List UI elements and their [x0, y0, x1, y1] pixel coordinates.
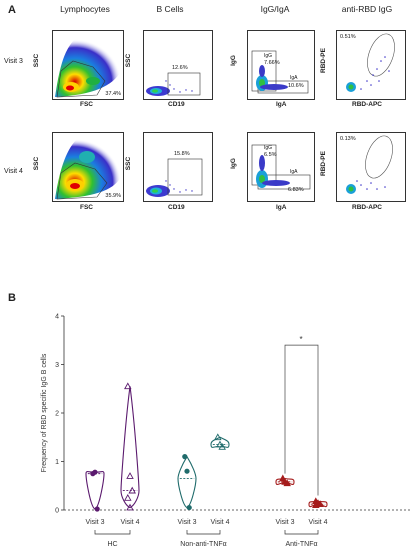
- axis-y-igg-r1: IgG: [229, 55, 237, 66]
- y-tick-label: 2: [55, 411, 59, 418]
- group-label: Anti-TNFα: [285, 541, 317, 548]
- axis-x-rbd-apc-r2: RBD-APC: [352, 204, 382, 211]
- igg-density-visit4: [251, 144, 311, 190]
- axis-x-iga-r2: IgA: [276, 204, 287, 211]
- significance-bracket: [284, 344, 319, 496]
- data-point: [126, 472, 134, 479]
- plot-igg-visit4: IgG 6.5% IgA 6.83%: [247, 132, 315, 202]
- igg-gate-label-r1: IgG: [264, 53, 273, 59]
- axis-y-igg-r2: IgG: [229, 158, 237, 169]
- data-point: [124, 382, 132, 390]
- data-point: [283, 479, 291, 487]
- violin-outline: [177, 455, 197, 509]
- axis-x-iga-r1: IgA: [276, 101, 287, 108]
- x-tick-label: Visit 4: [121, 519, 140, 526]
- axis-x-fsc-r2: FSC: [80, 204, 93, 211]
- plot-rbd-visit4: 0.13%: [336, 132, 406, 202]
- x-tick-label: Visit 3: [276, 519, 295, 526]
- violin-chart: 0 1 2 3 4 Frequency of RBD specific IgG B cel…: [41, 314, 410, 548]
- axis-y-ssc-bcell-r1: SSC: [125, 53, 133, 68]
- significance-label: *: [299, 335, 302, 344]
- y-axis-label: Frequency of RBD specific IgG B cells: [41, 353, 48, 472]
- data-point: [316, 500, 324, 508]
- data-point: [216, 440, 224, 448]
- data-point: [214, 433, 222, 441]
- lymph-density-visit3: [55, 36, 121, 98]
- iga-pct-visit4: 6.83%: [288, 187, 304, 193]
- plot-bcell-visit3: 12.6%: [143, 30, 213, 100]
- igg-pct-visit3: 7.66%: [264, 60, 280, 66]
- data-point: [126, 503, 134, 511]
- data-point: [218, 443, 226, 450]
- plot-bcell-visit4: 15.8%: [143, 132, 213, 202]
- data-point: [182, 454, 188, 460]
- plot-rbd-visit3: 0.51%: [336, 30, 406, 100]
- col-title-igg-iga: IgG/IgA: [260, 4, 290, 14]
- igg-density-visit3: [251, 50, 309, 94]
- lymph-pct-visit4: 35.9%: [105, 193, 121, 199]
- row-label-visit3: Visit 3: [4, 58, 23, 65]
- axis-y-ssc-lymph-r1: SSC: [33, 53, 41, 68]
- bcell-pct-visit4: 15.8%: [174, 151, 190, 157]
- data-point: [312, 501, 320, 509]
- axis-x-fsc-r1: FSC: [80, 101, 93, 108]
- axis-y-ssc-bcell-r2: SSC: [125, 156, 133, 171]
- axis-y-rbd-pe-r1: RBD-PE: [319, 48, 327, 73]
- iga-gate-label-r1: IgA: [290, 75, 298, 81]
- data-point: [92, 469, 98, 475]
- igg-gate-label-r2: IgG: [264, 145, 273, 151]
- y-tick-label: 1: [55, 459, 59, 466]
- panel-b-letter: B: [8, 292, 16, 304]
- plot-lymph-visit4: 35.9%: [52, 132, 124, 202]
- lymph-pct-visit3: 37.4%: [105, 91, 121, 97]
- data-point: [186, 504, 192, 511]
- group-bracket: [284, 530, 319, 535]
- data-point: [128, 486, 136, 494]
- col-title-bcells: B Cells: [156, 4, 184, 14]
- rbd-pct-visit3: 0.51%: [340, 34, 356, 40]
- x-tick-label: Visit 3: [178, 519, 197, 526]
- group-bracket: [186, 530, 221, 535]
- x-tick-label: Visit 4: [309, 519, 328, 526]
- axis-y-ssc-lymph-r2: SSC: [33, 156, 41, 171]
- violin-outline: [120, 386, 140, 509]
- iga-gate-label-r2: IgA: [290, 169, 298, 175]
- group-bracket: [94, 530, 131, 535]
- y-tick-label: 3: [55, 362, 59, 369]
- violin-outline: [85, 471, 105, 510]
- x-tick-label: Visit 4: [211, 519, 230, 526]
- rbd-pct-visit4: 0.13%: [340, 136, 356, 142]
- data-point: [94, 506, 100, 512]
- y-tick-label: 4: [55, 314, 59, 321]
- row-label-visit4: Visit 4: [4, 168, 23, 175]
- igg-pct-visit4: 6.5%: [264, 152, 277, 158]
- col-title-anti-rbd: anti-RBD IgG: [341, 4, 393, 14]
- iga-pct-visit3: 10.6%: [288, 83, 304, 89]
- lymph-density-visit4: [55, 137, 121, 200]
- bcell-density-visit3: [146, 72, 201, 96]
- plot-lymph-visit3: 37.4%: [52, 30, 124, 100]
- rbd-density-visit4: [346, 135, 393, 194]
- panel-a-letter: A: [8, 4, 16, 16]
- y-tick-label: 0: [55, 508, 59, 515]
- rbd-density-visit3: [346, 33, 395, 92]
- axis-x-rbd-apc-r1: RBD-APC: [352, 101, 382, 108]
- bcell-pct-visit3: 12.6%: [172, 65, 188, 71]
- group-label: Non-anti-TNFα: [180, 541, 226, 548]
- x-tick-label: Visit 3: [86, 519, 105, 526]
- axis-x-cd19-r1: CD19: [168, 101, 185, 108]
- axis-x-cd19-r2: CD19: [168, 204, 185, 211]
- data-point: [184, 468, 190, 474]
- axis-y-rbd-pe-r2: RBD-PE: [319, 151, 327, 176]
- data-point: [124, 493, 132, 501]
- group-label: HC: [107, 541, 117, 548]
- plot-igg-visit3: IgG 7.66% IgA 10.6%: [247, 30, 315, 100]
- bcell-density-visit4: [146, 158, 203, 197]
- col-title-lymphocytes: Lymphocytes: [60, 4, 110, 14]
